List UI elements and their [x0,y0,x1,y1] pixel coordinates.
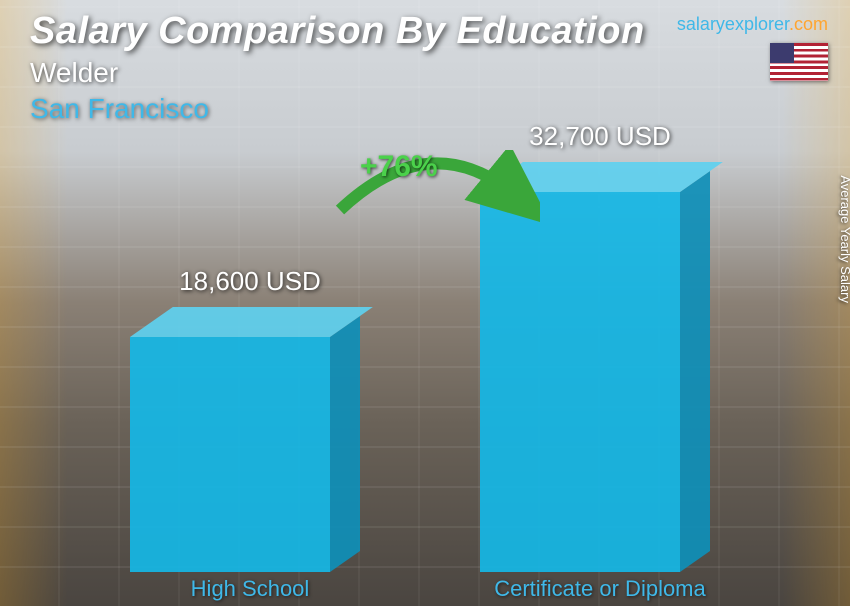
bar-category-label: High School [110,576,390,602]
bar-front [130,337,330,572]
brand-suffix: .com [789,14,828,34]
brand-name: salaryexplorer [677,14,789,34]
bar-value-label: 18,600 USD [120,266,380,297]
bar-front [480,192,680,572]
flag-icon [770,43,828,81]
branding: salaryexplorer.com [677,14,828,86]
bar-side [680,171,710,572]
bar-value-label: 32,700 USD [470,121,730,152]
bar-side [330,316,360,572]
bar-top [130,307,373,337]
percent-increase-label: +76% [360,150,438,184]
bar-category-label: Certificate or Diploma [460,576,740,602]
